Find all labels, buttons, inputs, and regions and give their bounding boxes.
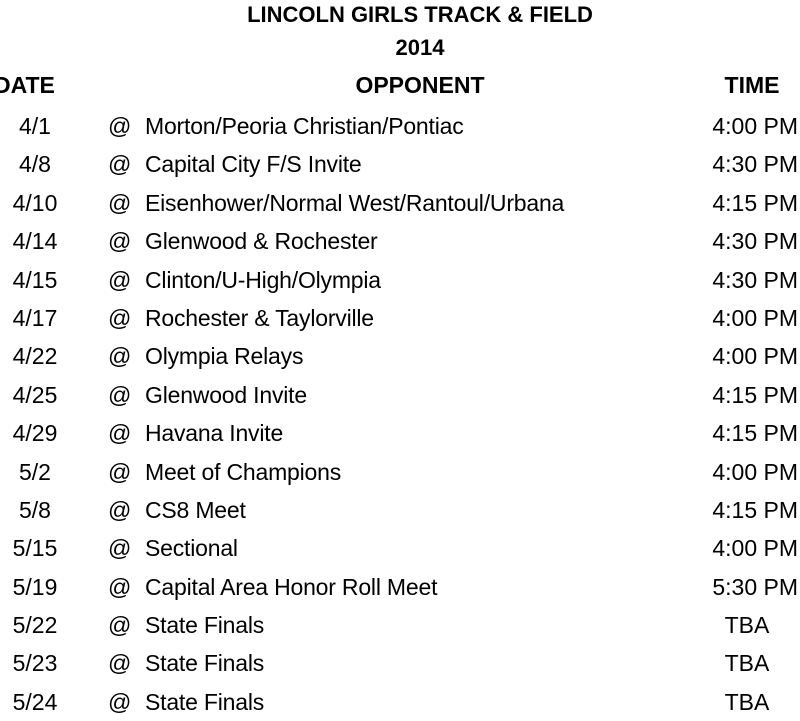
- opponent-name: State Finals: [145, 650, 265, 677]
- meet-date: 4/10: [12, 189, 58, 216]
- away-marker: @: [108, 266, 132, 293]
- column-header-date: DATE: [0, 72, 55, 98]
- opponent-name: Glenwood Invite: [145, 381, 307, 408]
- away-marker: @: [108, 612, 132, 639]
- schedule-row: 5/24 @ State Finals TBA: [0, 683, 800, 721]
- away-marker: @: [108, 113, 132, 139]
- meet-date: 4/25: [12, 381, 58, 408]
- schedule-row: 4/22 @ Olympia Relays 4:00 PM: [0, 337, 800, 375]
- away-marker: @: [108, 420, 132, 447]
- meet-date: 4/14: [12, 228, 58, 255]
- schedule-row: 4/25 @ Glenwood Invite 4:15 PM: [0, 376, 800, 414]
- meet-time: 4:00 PM: [712, 535, 798, 562]
- away-marker: @: [108, 650, 132, 677]
- schedule-row: 4/1 @ Morton/Peoria Christian/Pontiac 4:00 …: [0, 107, 800, 145]
- meet-time: 4:30 PM: [712, 228, 798, 255]
- meet-time: TBA: [724, 612, 770, 639]
- away-marker: @: [108, 458, 132, 485]
- opponent-name: Capital Area Honor Roll Meet: [145, 573, 438, 600]
- away-marker: @: [108, 688, 132, 715]
- away-marker: @: [108, 228, 132, 255]
- meet-time: 4:30 PM: [712, 266, 798, 293]
- meet-date: 4/29: [12, 420, 58, 447]
- schedule-row: 4/14 @ Glenwood & Rochester 4:30 PM: [0, 222, 800, 260]
- schedule-row: 5/15 @ Sectional 4:00 PM: [0, 529, 800, 567]
- meet-date: 5/2: [19, 458, 51, 485]
- meet-time: 4:00 PM: [712, 458, 798, 485]
- meet-time: 4:00 PM: [712, 343, 798, 370]
- meet-date: 5/24: [12, 688, 58, 715]
- away-marker: @: [108, 573, 132, 600]
- away-marker: @: [108, 343, 132, 370]
- meet-date: 5/15: [12, 535, 58, 562]
- schedule-row: 4/15 @ Clinton/U-High/Olympia 4:30 PM: [0, 261, 800, 299]
- schedule-row: 4/10 @ Eisenhower/Normal West/Rantoul/Urba…: [0, 184, 800, 222]
- schedule-row: 5/22 @ State Finals TBA: [0, 606, 800, 644]
- schedule-row: 5/2 @ Meet of Champions 4:00 PM: [0, 453, 800, 491]
- column-header-opponent: OPPONENT: [355, 72, 485, 98]
- meet-time: 4:30 PM: [712, 151, 798, 178]
- meet-time: 4:15 PM: [712, 189, 798, 216]
- opponent-name: Clinton/U-High/Olympia: [145, 266, 381, 293]
- meet-date: 5/19: [12, 573, 58, 600]
- opponent-name: Eisenhower/Normal West/Rantoul/Urbana: [145, 189, 565, 216]
- opponent-name: Morton/Peoria Christian/Pontiac: [145, 113, 464, 139]
- opponent-name: Havana Invite: [145, 420, 284, 447]
- season-year: 2014: [395, 35, 445, 60]
- meet-time: 4:15 PM: [712, 496, 798, 523]
- schedule-row: 5/8 @ CS8 Meet 4:15 PM: [0, 491, 800, 529]
- opponent-name: State Finals: [145, 612, 265, 639]
- opponent-name: CS8 Meet: [145, 496, 246, 523]
- opponent-name: State Finals: [145, 688, 265, 715]
- away-marker: @: [108, 535, 132, 562]
- away-marker: @: [108, 189, 132, 216]
- schedule-row: 4/8 @ Capital City F/S Invite 4:30 PM: [0, 145, 800, 183]
- opponent-name: Olympia Relays: [145, 343, 304, 370]
- meet-date: 5/22: [12, 612, 58, 639]
- meet-time: 4:00 PM: [712, 304, 798, 331]
- opponent-name: Rochester & Taylorville: [145, 304, 374, 331]
- column-header-time: TIME: [724, 72, 780, 98]
- document-title: LINCOLN GIRLS TRACK & FIELD: [247, 2, 593, 27]
- away-marker: @: [108, 381, 132, 408]
- schedule-row: 5/23 @ State Finals TBA: [0, 644, 800, 682]
- meet-date: 4/17: [12, 304, 58, 331]
- meet-time: 4:00 PM: [712, 113, 798, 139]
- meet-time: 4:15 PM: [712, 381, 798, 408]
- meet-time: TBA: [724, 688, 770, 715]
- meet-date: 4/1: [19, 113, 51, 139]
- away-marker: @: [108, 304, 132, 331]
- away-marker: @: [108, 151, 132, 178]
- meet-time: 5:30 PM: [712, 573, 798, 600]
- away-marker: @: [108, 496, 132, 523]
- meet-date: 4/22: [12, 343, 58, 370]
- schedule-row: 4/17 @ Rochester & Taylorville 4:00 PM: [0, 299, 800, 337]
- meet-date: 4/15: [12, 266, 58, 293]
- opponent-name: Sectional: [145, 535, 238, 562]
- meet-time: 4:15 PM: [712, 420, 798, 447]
- opponent-name: Meet of Champions: [145, 458, 342, 485]
- schedule-row: 4/29 @ Havana Invite 4:15 PM: [0, 414, 800, 452]
- opponent-name: Glenwood & Rochester: [145, 228, 378, 255]
- meet-date: 5/23: [12, 650, 58, 677]
- meet-date: 4/8: [19, 151, 51, 178]
- meet-time: TBA: [724, 650, 770, 677]
- opponent-name: Capital City F/S Invite: [145, 151, 362, 178]
- meet-date: 5/8: [19, 496, 51, 523]
- schedule-table: 4/1 @ Morton/Peoria Christian/Pontiac 4:00 …: [0, 107, 800, 721]
- schedule-row: 5/19 @ Capital Area Honor Roll Meet 5:30 PM: [0, 568, 800, 606]
